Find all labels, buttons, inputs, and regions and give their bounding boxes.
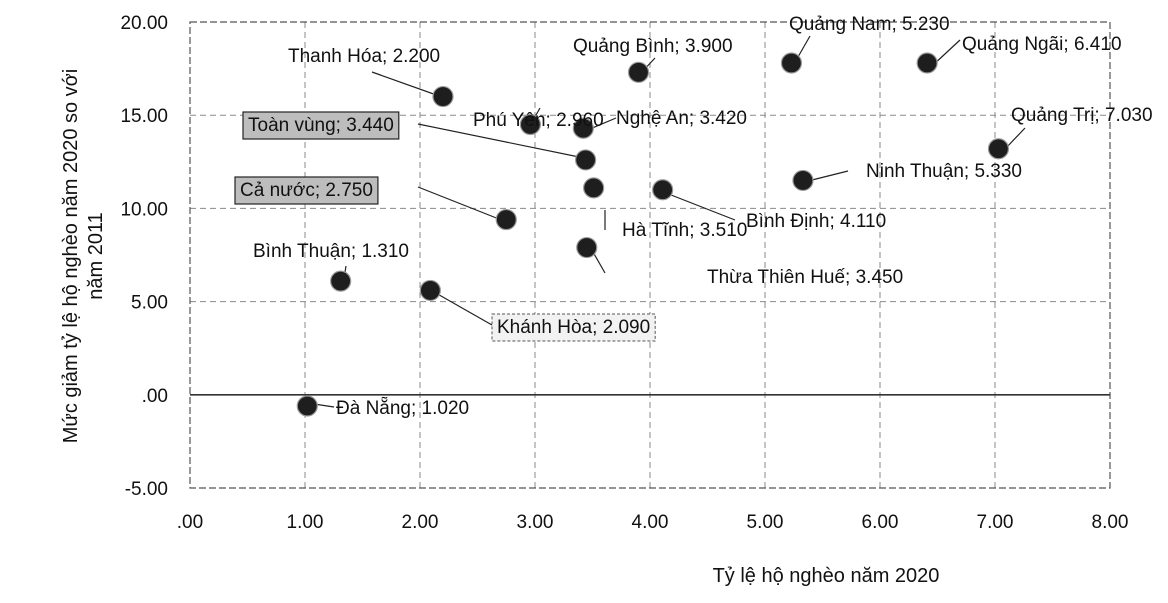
- point-label-text: Đà Nẵng; 1.020: [336, 398, 469, 419]
- leader-line: [433, 291, 493, 326]
- y-tick-label: 20.00: [120, 13, 168, 34]
- point-label: Bình Định; 4.110: [746, 211, 886, 232]
- point-label-box: [491, 313, 656, 342]
- data-point: [419, 279, 441, 302]
- x-axis-title: Tỷ lệ hộ nghèo năm 2020: [713, 565, 940, 587]
- point-label: Ninh Thuận; 5.330: [866, 161, 1022, 182]
- y-axis-title: Mức giảm tỷ lệ hộ nghèo năm 2020 so với …: [60, 69, 107, 443]
- point-label: Phú Yên; 2.960: [473, 110, 604, 131]
- point-label-box: [242, 111, 400, 140]
- point-label-text: Cả nước; 2.750: [240, 180, 373, 201]
- point-label: Nghệ An; 3.420: [616, 108, 747, 129]
- data-point: [572, 117, 594, 139]
- point-labels: Thanh Hóa; 2.200 Phú Yên; 2.960 Quảng Bình…: [234, 14, 1153, 419]
- point-label-text: Bình Thuận; 1.310: [253, 241, 409, 262]
- point-label-text: Quảng Nam; 5.230: [789, 14, 950, 35]
- point-label-text: Quảng Trị; 7.030: [1011, 105, 1153, 126]
- point-label: Quảng Nam; 5.230: [789, 14, 950, 35]
- point-label-text: Bình Định; 4.110: [746, 211, 886, 232]
- point-label: Cả nước; 2.750: [234, 176, 379, 205]
- y-tick-label: .00: [142, 386, 168, 407]
- plot-frame: [189, 21, 1111, 489]
- point-label: Quảng Trị; 7.030: [1011, 105, 1153, 126]
- leader-line: [417, 123, 585, 159]
- data-point: [780, 52, 803, 74]
- leader-line: [807, 170, 849, 182]
- point-label-text: Quảng Bình; 3.900: [573, 36, 733, 57]
- leader-line: [665, 192, 736, 221]
- y-tick-label: 5.00: [131, 293, 168, 314]
- point-label-text: Nghệ An; 3.420: [616, 108, 747, 129]
- point-label-text: Thừa Thiên Huế; 3.450: [707, 267, 903, 288]
- point-label: Quảng Bình; 3.900: [573, 36, 733, 57]
- data-point: [296, 395, 318, 417]
- point-label-text: Thanh Hóa; 2.200: [288, 46, 440, 67]
- leader-line: [371, 71, 443, 98]
- leader-line: [592, 251, 606, 274]
- data-point: [916, 52, 938, 74]
- data-point: [495, 208, 517, 231]
- axes: [189, 21, 1111, 489]
- x-tick-label: 5.00: [747, 512, 784, 533]
- point-label: Khánh Hòa; 2.090: [491, 313, 656, 342]
- point-label: Toàn vùng; 3.440: [242, 111, 400, 140]
- point-label: Hà Tĩnh; 3.510: [622, 220, 747, 241]
- data-point: [792, 169, 814, 192]
- leader-line: [417, 186, 505, 222]
- point-label: Bình Thuận; 1.310: [253, 241, 409, 262]
- point-label: Đà Nẵng; 1.020: [336, 398, 469, 419]
- data-points: [296, 52, 1010, 417]
- y-tick-label: -5.00: [125, 479, 168, 500]
- leader-line: [589, 117, 617, 130]
- point-label-text: Hà Tĩnh; 3.510: [622, 220, 747, 241]
- point-label: Thừa Thiên Huế; 3.450: [707, 267, 903, 288]
- data-point: [574, 149, 597, 171]
- data-point: [519, 113, 542, 136]
- x-tick-label: 6.00: [862, 512, 899, 533]
- point-label-text: Phú Yên; 2.960: [473, 110, 604, 131]
- point-label-box: [234, 176, 379, 205]
- point-label-text: Khánh Hòa; 2.090: [497, 317, 650, 338]
- y-axis-title-line-1: Mức giảm tỷ lệ hộ nghèo năm 2020 so với: [60, 69, 82, 443]
- x-tick-label: 2.00: [402, 512, 439, 533]
- data-point: [987, 138, 1010, 160]
- y-tick-label: 15.00: [120, 106, 168, 127]
- data-point: [627, 61, 650, 83]
- x-tick-label: 7.00: [977, 512, 1014, 533]
- point-label: Quảng Ngãi; 6.410: [962, 34, 1122, 55]
- tick-labels: .00 1.00 2.00 3.00 4.00 5.00 6.00 7.00 8.00 -5.00…: [120, 13, 1128, 533]
- point-label-text: Ninh Thuận; 5.330: [866, 161, 1022, 182]
- point-label: Thanh Hóa; 2.200: [288, 46, 440, 67]
- x-tick-label: .00: [177, 512, 203, 533]
- y-axis-title-line-2: năm 2011: [85, 212, 107, 299]
- data-point: [583, 177, 605, 199]
- leader-line: [1005, 127, 1026, 149]
- data-point: [576, 236, 598, 259]
- point-label-text: Quảng Ngãi; 6.410: [962, 34, 1122, 55]
- x-tick-label: 4.00: [632, 512, 669, 533]
- x-tick-label: 3.00: [517, 512, 554, 533]
- x-tick-label: 8.00: [1092, 512, 1129, 533]
- x-tick-label: 1.00: [287, 512, 324, 533]
- data-point: [652, 179, 674, 201]
- data-point: [432, 85, 454, 108]
- data-point: [330, 270, 352, 292]
- y-tick-label: 10.00: [120, 199, 168, 220]
- point-label-text: Toàn vùng; 3.440: [248, 115, 394, 136]
